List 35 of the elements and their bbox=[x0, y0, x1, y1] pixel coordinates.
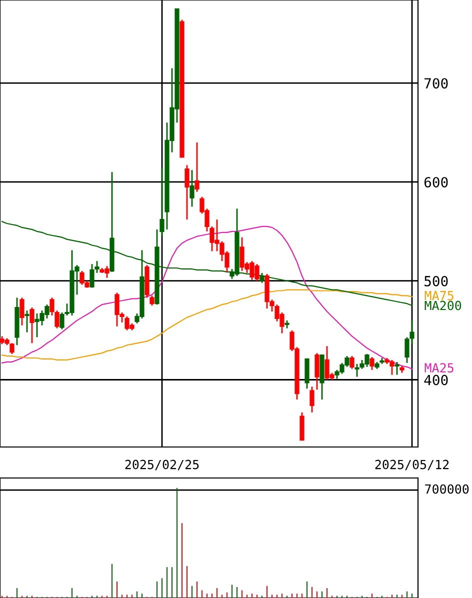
candlestick bbox=[310, 386, 314, 414]
candlestick bbox=[354, 363, 360, 378]
y-tick-label: 700 bbox=[424, 78, 448, 89]
candlestick bbox=[314, 352, 320, 390]
x-tick-label: 2025/02/25 bbox=[125, 460, 199, 470]
series-label: MA200 bbox=[424, 300, 462, 310]
y-tick-label: 600 bbox=[424, 176, 448, 188]
candlestick bbox=[150, 294, 154, 306]
candlestick bbox=[10, 342, 14, 355]
candlestick bbox=[184, 164, 190, 220]
text: 700000 bbox=[425, 484, 469, 494]
line-series bbox=[1, 289, 413, 361]
candlestick bbox=[90, 263, 94, 288]
candlestick bbox=[50, 296, 54, 316]
candlestick bbox=[54, 310, 60, 330]
line-series bbox=[1, 226, 413, 370]
candlestick bbox=[60, 312, 64, 330]
y-tick-label: 400 bbox=[424, 374, 448, 386]
candlestick bbox=[394, 361, 400, 376]
candlestick bbox=[260, 272, 264, 284]
candlestick bbox=[350, 355, 354, 370]
y-tick-label: 500 bbox=[424, 276, 448, 286]
candlestick bbox=[304, 358, 310, 390]
candlestick bbox=[30, 306, 34, 344]
x-tick-label: 2025/05/12 bbox=[375, 460, 449, 470]
candlestick bbox=[370, 356, 374, 371]
candlestick bbox=[160, 167, 164, 238]
candlestick bbox=[190, 169, 194, 208]
series-label: MA25 bbox=[424, 363, 454, 373]
candlestick bbox=[300, 412, 304, 441]
candlestick bbox=[194, 142, 200, 193]
series-label: MA75 bbox=[424, 291, 454, 300]
candlestick bbox=[24, 310, 30, 333]
candlestick bbox=[94, 260, 100, 274]
candlestick bbox=[20, 296, 24, 326]
